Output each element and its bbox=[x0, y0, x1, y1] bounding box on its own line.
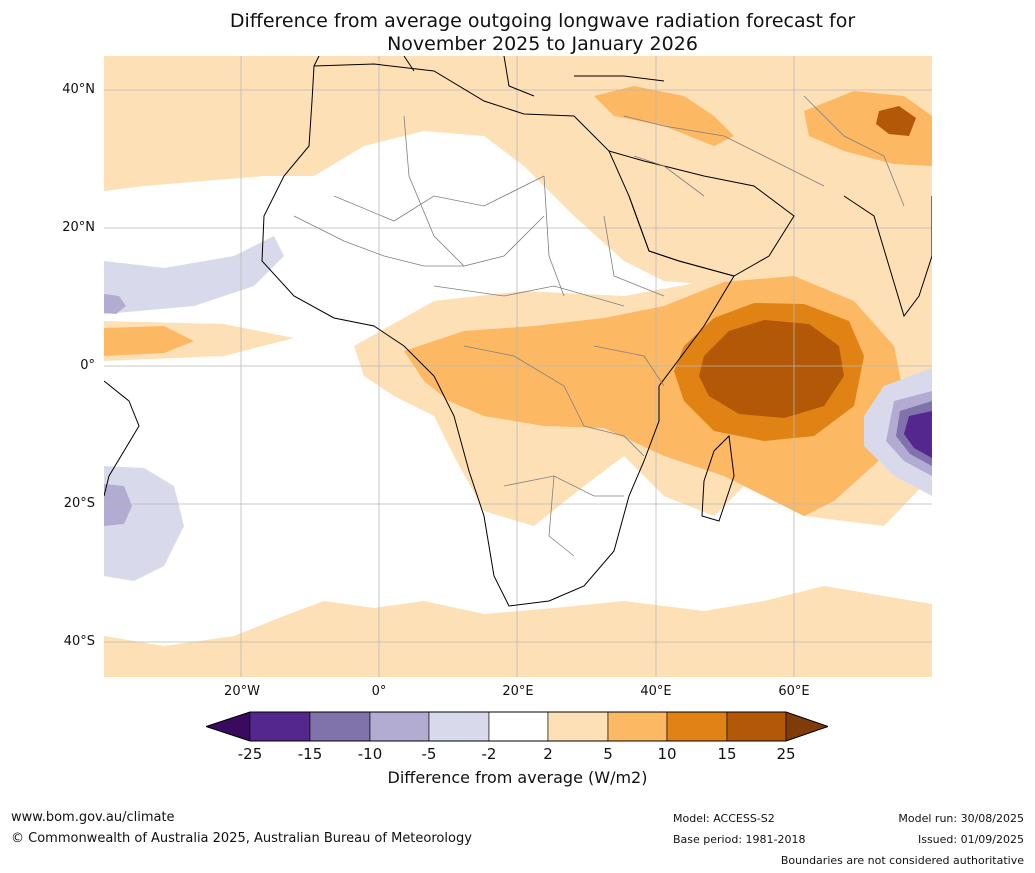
footer-model: Model: ACCESS-S2 bbox=[673, 812, 775, 825]
colorbar-tick-5: 2 bbox=[543, 745, 553, 763]
colorbar-tick-8: 15 bbox=[717, 745, 737, 763]
border-southern bbox=[503, 475, 624, 557]
atlantic-equatorial bbox=[104, 326, 194, 356]
lat-label-20n: 20°N bbox=[62, 220, 95, 235]
atlantic-neg-small bbox=[104, 294, 126, 314]
indian-ocean-max bbox=[699, 320, 844, 418]
colorbar-title: Difference from average (W/m2) bbox=[387, 768, 648, 787]
colorbar-tick-6: 5 bbox=[603, 745, 613, 763]
colorbar-tick-7: 10 bbox=[657, 745, 677, 763]
colorbar-tick-0: -25 bbox=[237, 745, 263, 763]
asia-spot bbox=[876, 106, 916, 136]
lon-label-40e: 40°E bbox=[640, 684, 672, 699]
graticule bbox=[104, 56, 932, 677]
indian-ocean-neg-4 bbox=[904, 411, 932, 458]
lat-label-0: 0° bbox=[80, 358, 95, 373]
india-coast bbox=[843, 195, 932, 318]
footer-copyright: © Commonwealth of Australia 2025, Austra… bbox=[11, 831, 472, 846]
coastlines bbox=[104, 56, 932, 607]
colorbar-tick-4: -2 bbox=[481, 745, 497, 763]
south-atlantic-neg-2 bbox=[104, 484, 132, 526]
border-west-africa bbox=[293, 215, 464, 267]
border-asia bbox=[803, 95, 905, 207]
europe-coast bbox=[313, 56, 665, 97]
negative-anomalies bbox=[104, 236, 932, 581]
colorbar-segment-4 bbox=[428, 711, 490, 742]
colorbar bbox=[206, 711, 828, 742]
border-sahara-2 bbox=[403, 115, 545, 267]
footer-website: www.bom.gov.au/climate bbox=[11, 810, 175, 825]
chart-title: Difference from average outgoing longwav… bbox=[0, 10, 1035, 56]
colorbar-segment-9 bbox=[726, 711, 787, 742]
colorbar-segment-min bbox=[206, 711, 251, 742]
footer-model-run: Model run: 30/08/2025 bbox=[898, 812, 1024, 825]
lon-label-0: 0° bbox=[371, 684, 387, 699]
colorbar-segment-3 bbox=[369, 711, 430, 742]
lat-label-40s: 40°S bbox=[63, 634, 95, 649]
border-east bbox=[593, 345, 665, 457]
colorbar-segment-6 bbox=[547, 711, 609, 742]
border-congo bbox=[463, 345, 625, 437]
colorbar-tick-9: 25 bbox=[776, 745, 796, 763]
map-panel bbox=[104, 56, 932, 677]
colorbar-segment-2 bbox=[309, 711, 371, 742]
title-line-1: Difference from average outgoing longwav… bbox=[229, 10, 856, 32]
lat-label-40n: 40°N bbox=[62, 82, 95, 97]
colorbar-tick-1: -15 bbox=[297, 745, 323, 763]
colorbar-tick-2: -10 bbox=[357, 745, 383, 763]
border-sudan bbox=[543, 175, 665, 297]
lon-label-20e: 20°E bbox=[502, 684, 534, 699]
colorbar-segment-8 bbox=[666, 711, 728, 742]
footer-issued: Issued: 01/09/2025 bbox=[917, 833, 1024, 846]
colorbar-segment-1 bbox=[249, 711, 311, 742]
africa-coast bbox=[261, 63, 735, 607]
lon-label-20w: 20°W bbox=[224, 684, 260, 699]
madagascar bbox=[701, 434, 735, 522]
north-atlantic-neg bbox=[104, 236, 284, 314]
arabia-coast bbox=[608, 150, 795, 277]
lat-label-20s: 20°S bbox=[63, 496, 95, 511]
mediterranean-middle-east bbox=[594, 86, 734, 146]
border-middle-east bbox=[623, 115, 825, 197]
footer-disclaimer: Boundaries are not considered authoritat… bbox=[780, 854, 1024, 867]
colorbar-segment-max bbox=[785, 711, 828, 742]
colorbar-segment-7 bbox=[607, 711, 668, 742]
lon-label-60e: 60°E bbox=[778, 684, 810, 699]
southern-ocean-band bbox=[104, 586, 932, 677]
title-line-2: November 2025 to January 2026 bbox=[387, 33, 698, 55]
colorbar-segment-5 bbox=[488, 711, 549, 742]
anomaly-15-25 bbox=[699, 106, 916, 418]
border-sahara-1 bbox=[333, 175, 545, 222]
border-central bbox=[433, 285, 625, 307]
country-borders bbox=[293, 95, 905, 557]
south-america-coast bbox=[104, 380, 140, 497]
footer-base-period: Base period: 1981-2018 bbox=[673, 833, 806, 846]
colorbar-outline bbox=[206, 711, 828, 742]
colorbar-tick-3: -5 bbox=[421, 745, 437, 763]
anomaly-map bbox=[104, 56, 932, 677]
